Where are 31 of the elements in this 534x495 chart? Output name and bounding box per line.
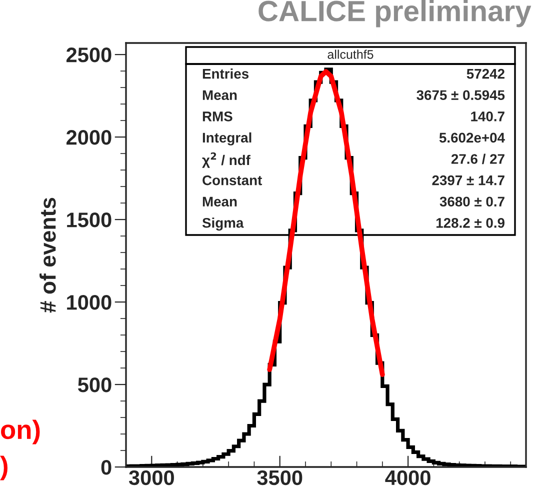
annotation: Mean [202, 90, 237, 100]
annotation: χ$^{2}$ / ndf [202, 152, 250, 168]
annotation: RMS [202, 111, 232, 122]
annotation: 27.6 / 27 [451, 154, 504, 164]
text: ) [0, 456, 8, 480]
annotation: 140.7 [471, 111, 504, 122]
annotation: Integral [202, 132, 252, 146]
x-tick-label: 4000 [385, 470, 430, 486]
text: on) [1, 420, 40, 444]
annotation: 5.602e+04 [439, 132, 505, 143]
y-tick-label: 500 [78, 378, 112, 392]
y-tick-label: 1000 [67, 295, 112, 310]
annotation: 2397 ± 14.7 [432, 175, 504, 186]
annotation: 3675 ± 0.5945 [416, 90, 505, 100]
y-tick-label: 1500 [67, 212, 112, 228]
x-tick-label: 3000 [128, 470, 174, 486]
y-tick-label: 2000 [66, 130, 112, 145]
annotation: 128.2 ± 0.9 [436, 218, 504, 228]
x-tick-label: 3500 [257, 470, 302, 486]
annotation: Entries [202, 68, 249, 79]
annotation: allcuthf5 [328, 50, 374, 59]
annotation: Constant [202, 175, 262, 186]
y-tick-label: 2500 [66, 48, 112, 62]
annotation: Mean [202, 196, 237, 207]
y-tick-label: 0 [101, 460, 112, 475]
annotation: 57242 [466, 68, 504, 79]
line-series [267, 69, 385, 378]
y-axis-title: # of events [40, 198, 56, 313]
annotation: Sigma [202, 218, 244, 231]
chart-title: CALICE preliminary [258, 0, 532, 28]
annotation: 3680 ± 0.7 [440, 196, 504, 207]
